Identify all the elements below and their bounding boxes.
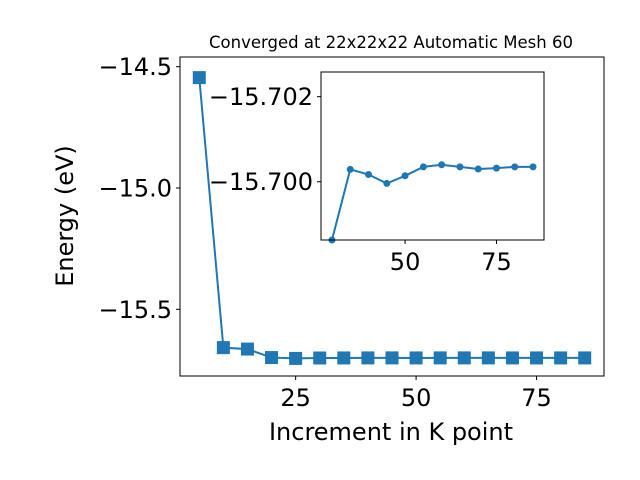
chart-title: Converged at 22x22x22 Automatic Mesh 60 (209, 33, 573, 52)
inset-data-point (438, 161, 446, 169)
main-data-point (216, 341, 230, 355)
main-data-point (409, 351, 423, 365)
main-data-point (192, 71, 206, 85)
x-axis-title: Increment in K point (269, 418, 513, 446)
inset-data-point (492, 164, 500, 172)
inset-data-point (419, 163, 427, 171)
inset-data-point (346, 165, 354, 173)
main-data-point (433, 351, 447, 365)
inset-plot-frame (320, 71, 545, 241)
inset-plot-background (321, 72, 544, 240)
inset-y-tick-label: −15.702 (209, 83, 313, 111)
inset-data-point (365, 171, 373, 179)
inset-data-point (474, 165, 482, 173)
inset-data-point (401, 172, 409, 180)
main-data-point (481, 351, 495, 365)
inset-y-tick-label: −15.700 (209, 168, 313, 196)
main-data-point (337, 351, 351, 365)
main-data-point (578, 351, 592, 365)
main-x-tick-label: 75 (521, 384, 552, 412)
inset-energy-series (328, 161, 537, 244)
main-energy-series (192, 71, 592, 365)
main-plot-frame (179, 56, 605, 377)
inset-data-point (511, 163, 519, 171)
main-data-point (554, 351, 568, 365)
main-y-tick-label: −15.0 (98, 174, 172, 202)
main-x-tick-label: 50 (401, 384, 432, 412)
main-y-tick-label: −14.5 (98, 53, 172, 81)
main-axis-ticks: 25 50 75 −14.5 −15.0 −15.5 (98, 53, 551, 412)
inset-data-point (456, 163, 464, 171)
main-data-point (240, 342, 254, 356)
inset-axis-ticks: 50 75 −15.702 −15.700 (209, 83, 512, 276)
main-data-point (289, 351, 303, 365)
inset-data-point (529, 163, 537, 171)
inset-x-tick-label: 75 (481, 248, 512, 276)
main-data-point (385, 351, 399, 365)
y-axis-title: Energy (eV) (51, 145, 79, 287)
main-data-point (313, 351, 327, 365)
inset-x-tick-label: 50 (390, 248, 421, 276)
main-y-tick-label: −15.5 (98, 296, 172, 324)
main-data-point (530, 351, 544, 365)
inset-data-point (383, 179, 391, 187)
main-data-point (505, 351, 519, 365)
main-x-tick-label: 25 (280, 384, 311, 412)
main-data-point (265, 351, 279, 365)
main-data-point (361, 351, 375, 365)
main-data-point (457, 351, 471, 365)
